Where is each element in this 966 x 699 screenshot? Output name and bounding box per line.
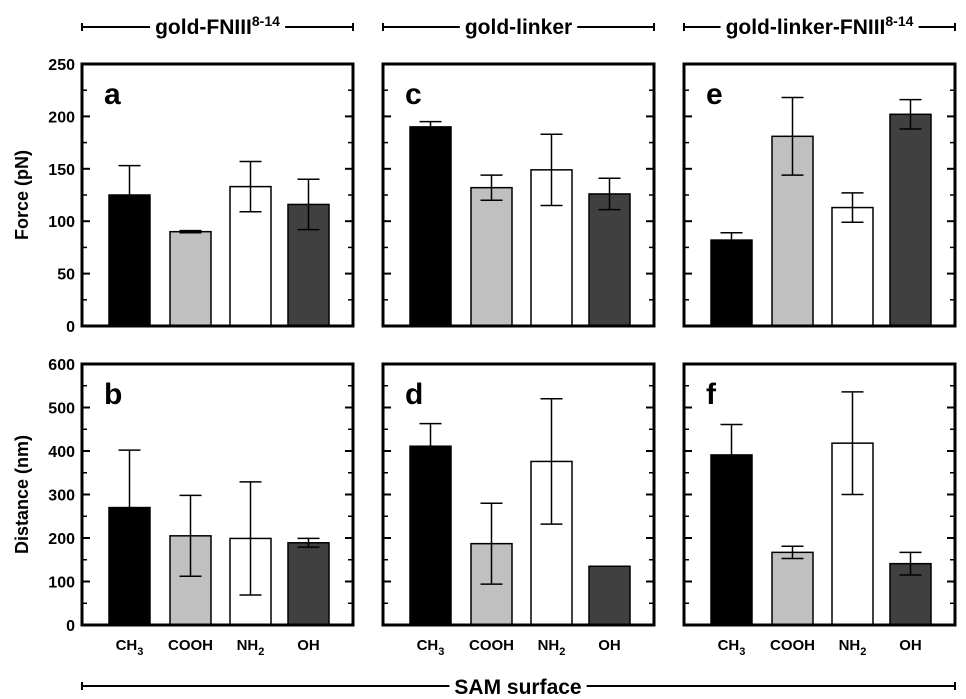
x-category-label: NH2 — [538, 637, 566, 658]
column-title-backdrop — [459, 16, 578, 39]
y-tick-label: 100 — [48, 575, 75, 592]
bar-ch3 — [409, 126, 452, 327]
panel-label: b — [104, 378, 122, 411]
panel-a: a — [80, 62, 355, 328]
y-tick-label: 200 — [48, 531, 75, 548]
column-title-group-1: gold-linker — [382, 16, 655, 39]
x-category-label: NH2 — [237, 637, 265, 658]
panel-d: d — [381, 362, 656, 627]
panel-frame — [682, 62, 957, 328]
panel-label: a — [104, 78, 121, 111]
bar-oh — [588, 193, 631, 327]
y-tick-label: 0 — [66, 319, 75, 336]
panel-frame — [381, 362, 656, 627]
bar-oh — [588, 565, 631, 626]
bar-nh2 — [831, 206, 874, 327]
y-tick-label: 150 — [48, 162, 75, 179]
y-tick-label: 600 — [48, 357, 75, 374]
x-category-label: OH — [598, 637, 621, 654]
panel-frame — [80, 62, 355, 328]
panel-label: e — [706, 78, 723, 111]
panel-frame — [381, 62, 656, 328]
panel-label: d — [405, 378, 423, 411]
x-axis-title-backdrop — [449, 676, 587, 699]
panel-frame — [80, 362, 355, 627]
panel-label: f — [706, 378, 717, 411]
x-axis-title: SAM surface — [454, 676, 581, 699]
bar-cooh — [470, 186, 513, 327]
y-axis-title: Distance (nm) — [12, 435, 32, 554]
column-title: gold-linker-FNIII8-14 — [726, 13, 914, 39]
x-category-label: OH — [899, 637, 922, 654]
panel-label: c — [405, 78, 422, 111]
x-category-label: NH2 — [839, 637, 867, 658]
panel-f: f — [682, 362, 957, 627]
y-tick-label: 300 — [48, 488, 75, 505]
bar-ch3 — [409, 445, 452, 626]
column-title-group-0: gold-FNIII8-14 — [81, 13, 354, 39]
x-category-label: CH3 — [718, 637, 746, 658]
x-category-label: CH3 — [417, 637, 445, 658]
bar-oh — [889, 113, 932, 327]
column-title-backdrop — [720, 13, 919, 39]
y-tick-label: 250 — [48, 57, 75, 74]
y-tick-label: 500 — [48, 401, 75, 418]
x-category-label: CH3 — [116, 637, 144, 658]
y-tick-label: 200 — [48, 109, 75, 126]
x-category-label: OH — [297, 637, 320, 654]
x-category-label: COOH — [770, 637, 815, 654]
column-title-backdrop — [150, 13, 286, 39]
column-title: gold-FNIII8-14 — [155, 13, 280, 39]
x-category-label: COOH — [469, 637, 514, 654]
x-category-label: COOH — [168, 637, 213, 654]
x-axis-title-group: SAM surface — [81, 676, 956, 699]
bar-oh — [287, 542, 330, 626]
y-tick-label: 400 — [48, 444, 75, 461]
bar-cooh — [169, 230, 212, 327]
panel-c: c — [381, 62, 656, 328]
bar-ch3 — [710, 239, 753, 327]
y-tick-label: 0 — [66, 618, 75, 635]
panel-e: e — [682, 62, 957, 328]
column-title: gold-linker — [465, 16, 572, 39]
panel-frame — [682, 362, 957, 627]
panel-b: b — [80, 362, 355, 627]
y-axis-title: Force (pN) — [12, 150, 32, 240]
y-tick-label: 100 — [48, 214, 75, 231]
column-title-group-2: gold-linker-FNIII8-14 — [683, 13, 956, 39]
y-tick-label: 50 — [57, 267, 75, 284]
bar-cooh — [771, 551, 814, 626]
